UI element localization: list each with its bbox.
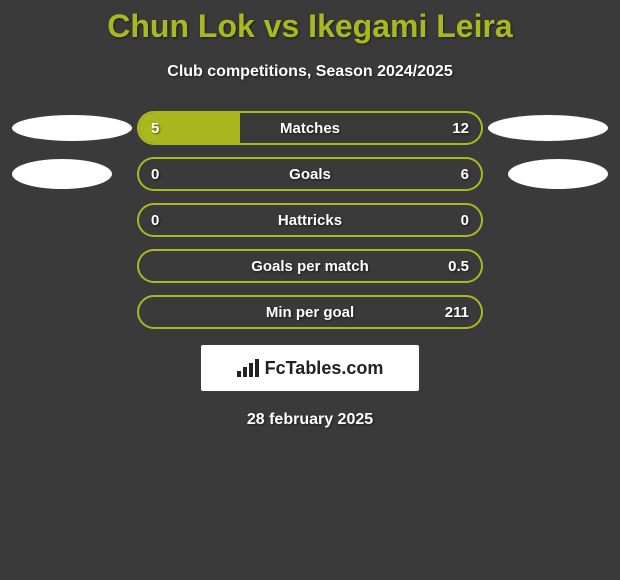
stat-row: 0Hattricks0 <box>0 203 620 237</box>
stat-value-right: 211 <box>445 297 469 327</box>
stat-bar: 5Matches12 <box>137 111 483 145</box>
stat-row: 0Goals6 <box>0 157 620 191</box>
date-text: 28 february 2025 <box>0 411 620 429</box>
player-left-marker <box>12 115 132 141</box>
stat-label: Min per goal <box>139 297 481 327</box>
stat-bar: Min per goal211 <box>137 295 483 329</box>
page-title: Chun Lok vs Ikegami Leira <box>0 0 620 45</box>
stat-bar: Goals per match0.5 <box>137 249 483 283</box>
stat-label: Matches <box>139 113 481 143</box>
stat-label: Goals per match <box>139 251 481 281</box>
comparison-chart: 5Matches120Goals60Hattricks0Goals per ma… <box>0 111 620 329</box>
stat-label: Hattricks <box>139 205 481 235</box>
chart-bars-icon <box>237 359 259 377</box>
stat-label: Goals <box>139 159 481 189</box>
stat-value-right: 6 <box>461 159 469 189</box>
logo-badge: FcTables.com <box>201 345 419 391</box>
player-right-marker <box>488 115 608 141</box>
stat-bar: 0Hattricks0 <box>137 203 483 237</box>
stat-row: Min per goal211 <box>0 295 620 329</box>
subtitle: Club competitions, Season 2024/2025 <box>0 63 620 81</box>
stat-bar: 0Goals6 <box>137 157 483 191</box>
player-right-marker <box>508 159 608 189</box>
stat-row: Goals per match0.5 <box>0 249 620 283</box>
stat-row: 5Matches12 <box>0 111 620 145</box>
player-left-marker <box>12 159 112 189</box>
stat-value-right: 0.5 <box>448 251 469 281</box>
logo-text: FcTables.com <box>265 358 384 379</box>
stat-value-right: 0 <box>461 205 469 235</box>
stat-value-right: 12 <box>452 113 469 143</box>
